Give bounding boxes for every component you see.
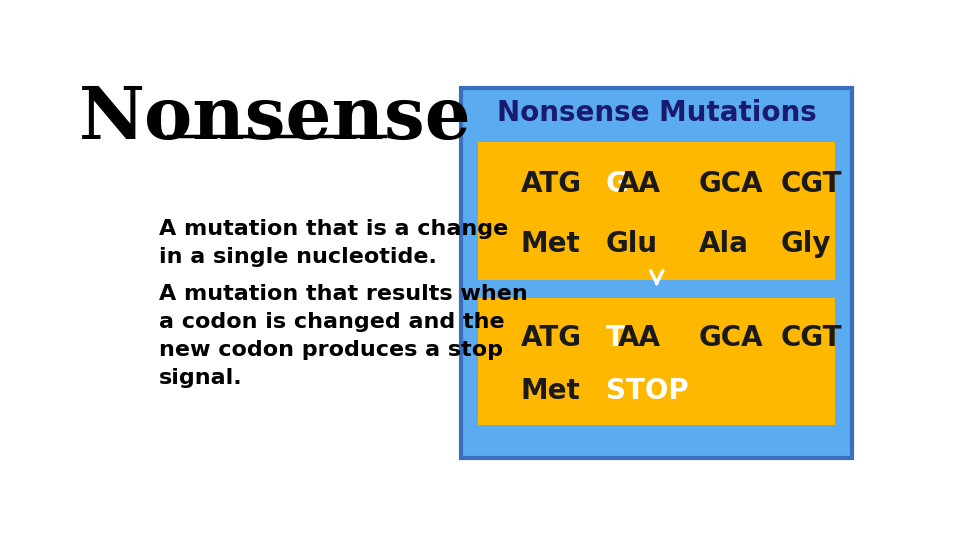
Text: Nonsense: Nonsense <box>79 83 471 154</box>
FancyBboxPatch shape <box>478 298 835 425</box>
Text: CGT: CGT <box>780 324 842 352</box>
Text: T: T <box>606 324 625 352</box>
Text: ATG: ATG <box>520 324 582 352</box>
Text: Met: Met <box>520 230 581 258</box>
Text: STOP: STOP <box>606 376 688 404</box>
Text: Met: Met <box>520 376 581 404</box>
Text: CGT: CGT <box>780 170 842 198</box>
Text: Gly: Gly <box>780 230 830 258</box>
Text: A mutation that results when
a codon is changed and the
new codon produces a sto: A mutation that results when a codon is … <box>158 284 527 388</box>
Text: GCA: GCA <box>699 324 763 352</box>
Text: A mutation that is a change
in a single nucleotide.: A mutation that is a change in a single … <box>158 219 508 267</box>
Text: Ala: Ala <box>699 230 749 258</box>
Text: GCA: GCA <box>699 170 763 198</box>
Text: G: G <box>606 170 629 198</box>
Text: ATG: ATG <box>520 170 582 198</box>
Text: Nonsense Mutations: Nonsense Mutations <box>497 98 817 126</box>
Text: AA: AA <box>617 170 660 198</box>
Text: AA: AA <box>617 324 660 352</box>
FancyBboxPatch shape <box>461 88 852 457</box>
Text: Glu: Glu <box>606 230 658 258</box>
FancyBboxPatch shape <box>478 142 835 280</box>
